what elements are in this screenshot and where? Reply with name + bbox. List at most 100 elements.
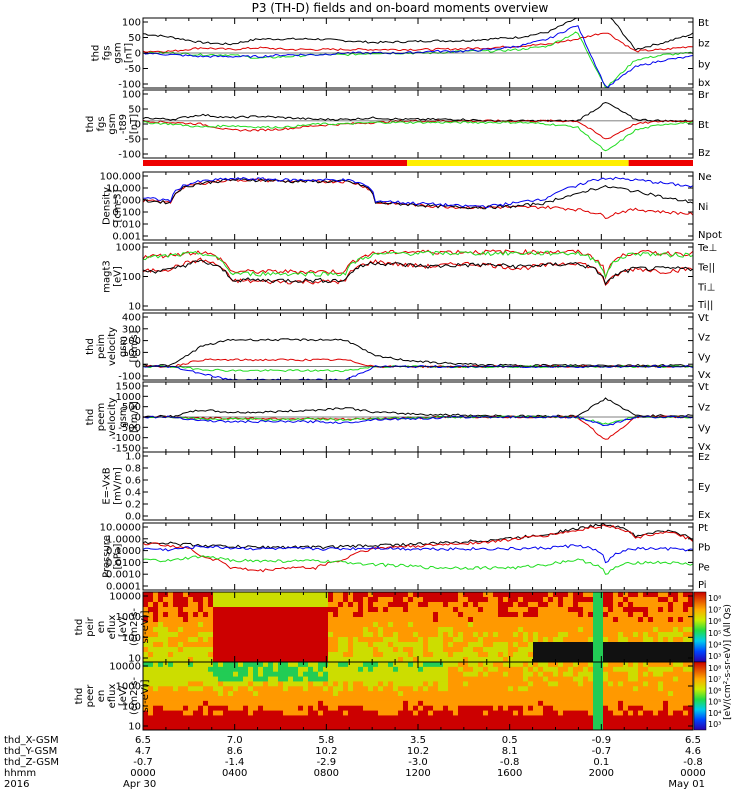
heatmap-cell [168,686,174,692]
heatmap-cell [423,696,429,702]
heatmap-cell [493,607,499,613]
heatmap-cell [623,715,629,721]
heatmap-cell [323,647,329,653]
heatmap-cell [258,662,264,668]
heatmap-cell [538,725,544,731]
heatmap-cell [243,622,249,628]
heatmap-cell [578,597,584,603]
heatmap-cell [353,666,359,673]
heatmap-cell [378,666,384,673]
heatmap-cell [288,632,294,638]
heatmap-cell [178,686,184,692]
heatmap-cell [143,710,149,716]
heatmap-cell [508,681,514,687]
heatmap-cell [208,637,214,643]
heatmap-cell [173,720,179,726]
heatmap-cell [603,607,609,613]
heatmap-cell [493,696,499,702]
heatmap-cell [263,671,269,678]
heatmap-cell [333,710,339,716]
heatmap-cell [518,705,524,712]
heatmap-cell [573,700,579,707]
ylabel-line: [nT] [124,43,135,63]
heatmap-cell [668,627,674,633]
heatmap-cell [228,686,234,692]
heatmap-cell [393,725,399,731]
heatmap-cell [458,637,464,643]
heatmap-cell [483,725,489,731]
ephem-z: 0.1 [593,757,609,768]
heatmap-cell [563,607,569,613]
heatmap-cell [573,597,579,603]
heatmap-cell [558,612,564,618]
heatmap-cell [263,622,269,628]
heatmap-cell [343,725,349,731]
heatmap-cell [193,725,199,731]
heatmap-cell [388,715,394,721]
heatmap-cell [673,710,679,716]
heatmap-cell [253,666,259,673]
heatmap-cell [273,592,279,598]
heatmap-cell [588,666,594,673]
heatmap-cell [653,686,659,692]
heatmap-cell [273,632,279,638]
heatmap-cell [533,725,539,731]
heatmap-cell [363,627,369,633]
ylabel-line: Density [102,187,113,225]
ephem-y: -0.7 [592,746,612,757]
heatmap-cell [373,612,379,618]
heatmap-cell [348,612,354,618]
heatmap-cell [528,720,534,726]
ytick-label: 0.100 [112,208,141,219]
heatmap-cell [563,696,569,702]
heatmap-cell [358,637,364,643]
heatmap-cell [363,725,369,731]
heatmap-cell [643,686,649,692]
heatmap-cell [293,632,299,638]
heatmap-cell [278,720,284,726]
heatmap-cell [173,652,179,658]
heatmap-cell [403,617,409,623]
heatmap-cell [338,607,344,613]
heatmap-cell [318,676,324,682]
heatmap-cell [338,602,344,608]
heatmap-cell [338,710,344,716]
heatmap-cell [438,715,444,721]
heatmap-cell [318,705,324,712]
heatmap-cell [573,715,579,721]
heatmap-cell [483,637,489,643]
heatmap-cell [438,681,444,687]
heatmap-cell [358,602,364,608]
heatmap-cell [158,686,164,692]
heatmap-cell [508,671,514,678]
heatmap-cell [553,705,559,712]
heatmap-cell [368,627,374,633]
heatmap-cell [443,617,449,623]
heatmap-cell [198,666,204,673]
heatmap-cell [668,642,674,648]
heatmap-cell [313,666,319,673]
heatmap-cell [633,617,639,623]
heatmap-cell [413,681,419,687]
heatmap-cell [508,705,514,712]
heatmap-cell [148,612,154,618]
heatmap-cell [583,696,589,702]
heatmap-cell [353,676,359,682]
heatmap-cell [158,592,164,598]
ephem-hhmm: 1600 [497,768,522,779]
legend-Pt: Pt [698,523,708,534]
heatmap-cell [343,617,349,623]
legend-Ti⊥: Ti⊥ [697,282,715,293]
heatmap-cell [153,652,159,658]
heatmap-cell [483,691,489,697]
heatmap-cell [448,627,454,633]
heatmap-cell [338,691,344,697]
heatmap-cell [268,592,274,598]
heatmap-cell [458,686,464,692]
heatmap-cell [463,710,469,716]
heatmap-cell [543,597,549,603]
heatmap-cell [238,681,244,687]
heatmap-cell [633,637,639,643]
heatmap-cell [613,705,619,712]
heatmap-cell [243,720,249,726]
